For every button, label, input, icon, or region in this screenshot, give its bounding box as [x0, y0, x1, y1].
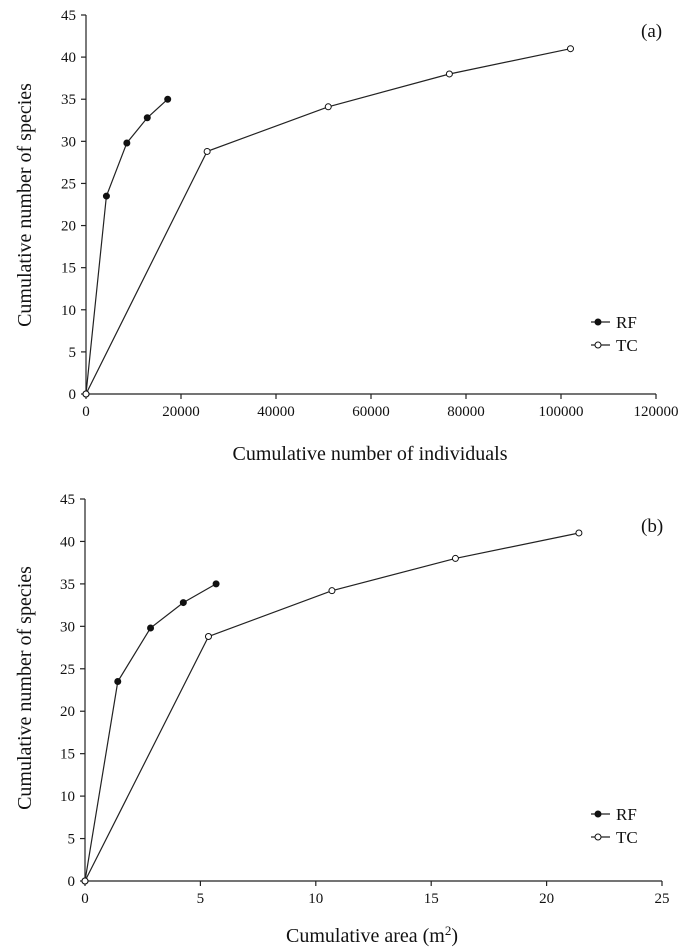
panel-a-x-axis: 0 20000 40000 60000 80000 100000 120000: [82, 393, 679, 420]
y-tick-label: 35: [60, 577, 75, 593]
x-tick-label: 60000: [352, 404, 390, 420]
panel-b-x-axis: 0 5 10 15 20 25: [81, 880, 670, 907]
data-point-rf: [179, 599, 187, 607]
panel-a-y-axis-title: Cumulative number of species: [14, 83, 36, 327]
y-tick-label: 40: [60, 534, 75, 550]
data-point-rf: [164, 95, 172, 103]
data-point-rf: [147, 624, 155, 632]
y-tick-label: 30: [60, 619, 75, 635]
legend-item-rf: RF: [591, 313, 637, 332]
data-point-rf: [143, 114, 151, 122]
x-tick-label: 5: [197, 891, 205, 907]
panel-b-label: (b): [641, 516, 663, 537]
y-tick-label: 25: [61, 176, 76, 192]
y-tick-label: 10: [60, 789, 75, 805]
y-tick-label: 40: [61, 50, 76, 66]
data-point-tc: [445, 70, 453, 78]
x-tick-label: 80000: [447, 404, 485, 420]
legend-item-tc: TC: [591, 336, 638, 355]
y-tick-label: 5: [69, 345, 77, 361]
panel-a-label: (a): [641, 21, 662, 42]
panel-a-legend: RF TC: [591, 313, 638, 355]
legend-label-tc: TC: [616, 828, 638, 847]
y-tick-label: 15: [61, 261, 76, 277]
y-tick-label: 25: [60, 662, 75, 678]
panel-b-x-axis-title-tail: ): [451, 925, 458, 947]
legend-item-tc: TC: [591, 828, 638, 847]
data-point-rf: [102, 192, 110, 200]
panel-b-x-axis-title-superscript: 2: [445, 923, 452, 938]
y-tick-label: 20: [61, 219, 76, 235]
panel-b-plot-area: [81, 529, 583, 885]
y-tick-label: 0: [68, 874, 76, 890]
y-tick-label: 15: [60, 747, 75, 763]
legend-label-rf: RF: [616, 805, 637, 824]
x-tick-label: 40000: [257, 404, 295, 420]
panel-a-x-axis-title: Cumulative number of individuals: [233, 443, 508, 465]
series-line-tc: [84, 532, 580, 882]
data-point-rf: [123, 139, 131, 147]
y-tick-label: 45: [60, 492, 75, 508]
y-tick-label: 35: [61, 92, 76, 108]
panel-b-x-axis-title-main: Cumulative area (m: [286, 925, 445, 947]
x-tick-label: 10: [308, 891, 323, 907]
legend-label-rf: RF: [616, 313, 637, 332]
legend-marker-tc: [594, 833, 602, 841]
data-point-rf: [212, 580, 220, 588]
legend-label-tc: TC: [616, 336, 638, 355]
legend-marker-tc: [594, 341, 602, 349]
data-point-tc: [203, 147, 211, 155]
y-tick-label: 10: [61, 303, 76, 319]
data-point-tc: [82, 390, 90, 398]
x-tick-label: 20000: [162, 404, 200, 420]
legend-marker-rf: [594, 810, 602, 818]
legend-item-rf: RF: [591, 805, 637, 824]
panel-b-legend: RF TC: [591, 805, 638, 847]
y-tick-label: 20: [60, 704, 75, 720]
panel-b-y-axis: 0 5 10 15 20 25 30 35 40 45: [60, 492, 86, 890]
x-tick-label: 100000: [539, 404, 584, 420]
data-point-tc: [324, 103, 332, 111]
x-tick-label: 0: [81, 891, 89, 907]
y-tick-label: 0: [69, 387, 77, 403]
x-tick-label: 25: [655, 891, 670, 907]
data-point-rf: [114, 678, 122, 686]
y-tick-label: 5: [68, 832, 76, 848]
data-point-tc: [328, 587, 336, 595]
data-point-tc: [567, 45, 574, 53]
panel-a-plot-area: [82, 45, 574, 398]
panel-b: (b) 0 5 10 15 20 25 30 35 40 45 0 5 10 15 20 25 Cumula…: [14, 492, 670, 947]
y-tick-label: 30: [61, 134, 76, 150]
data-point-tc: [81, 877, 89, 885]
x-tick-label: 0: [82, 404, 90, 420]
data-point-tc: [575, 529, 583, 537]
y-tick-label: 45: [61, 8, 76, 24]
panel-b-y-axis-title: Cumulative number of species: [14, 566, 36, 810]
data-point-tc: [451, 554, 459, 562]
panel-a: (a) 0 5 10 15 20 25 30 35 40 45 0 20000 40000 60000 8…: [14, 8, 679, 465]
x-tick-label: 15: [424, 891, 439, 907]
x-tick-label: 120000: [634, 404, 679, 420]
series-line-tc: [85, 48, 571, 395]
panel-b-x-axis-title: Cumulative area (m2): [286, 923, 458, 947]
panel-a-y-axis: 0 5 10 15 20 25 30 35 40 45: [61, 8, 87, 403]
data-point-tc: [204, 633, 212, 641]
x-tick-label: 20: [539, 891, 554, 907]
legend-marker-rf: [594, 318, 602, 326]
